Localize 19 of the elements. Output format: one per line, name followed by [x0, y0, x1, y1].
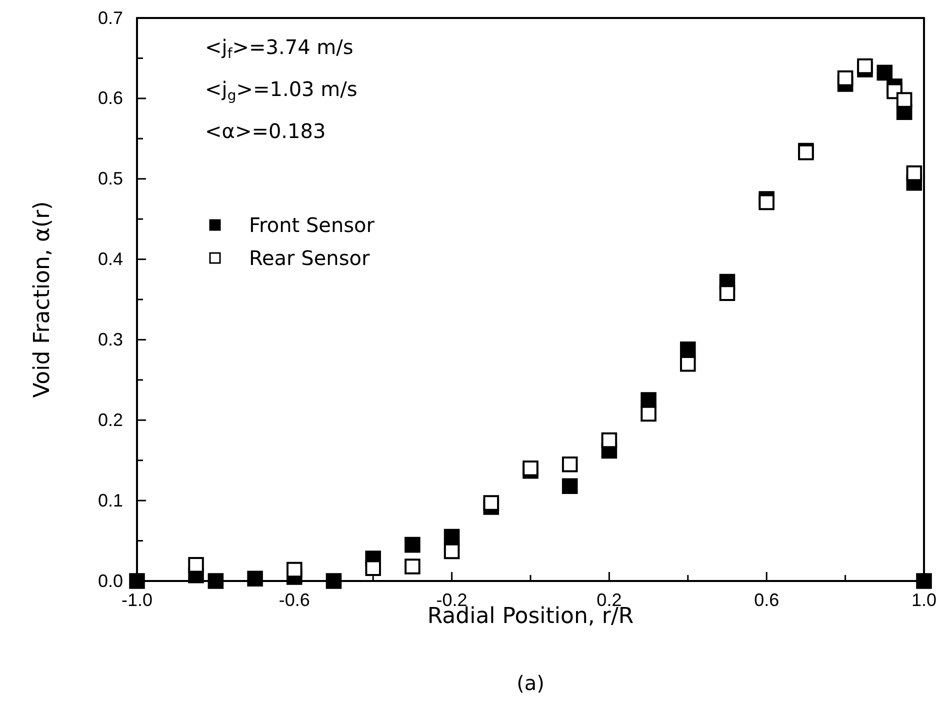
y-tick-label: 0.7 — [98, 8, 123, 28]
annotation: <α>=0.183 — [205, 119, 326, 143]
text: (a) — [516, 671, 544, 695]
x-tick-label: -1.0 — [121, 590, 153, 610]
y-axis-title: Void Fraction, α(r) — [30, 201, 55, 398]
y-tick-label: 0.3 — [98, 329, 123, 350]
annotation: <j$_{g}$>=1.03 m/s — [205, 77, 358, 104]
legend-label: Front Sensor — [249, 213, 376, 237]
y-tick-label: 0.6 — [98, 88, 123, 108]
legend-label: Rear Sensor — [249, 246, 370, 270]
x-tick-label: -0.6 — [278, 590, 310, 610]
y-tick-label: 0.4 — [98, 249, 123, 270]
annotation: <j$_{f}$>=3.74 m/s — [205, 35, 354, 62]
x-tick-label: 1.0 — [911, 590, 937, 610]
y-tick-label: 0.1 — [98, 490, 123, 510]
y-tick-label: 0.5 — [98, 168, 123, 189]
y-tick-label: 0.0 — [98, 570, 123, 591]
x-tick-label: 0.6 — [754, 590, 780, 610]
y-tick-label: 0.2 — [98, 410, 123, 430]
